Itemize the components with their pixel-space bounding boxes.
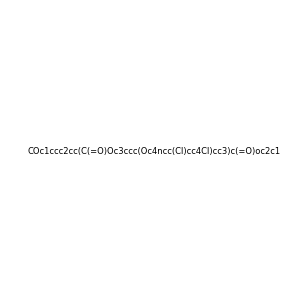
Text: COc1ccc2cc(C(=O)Oc3ccc(Oc4ncc(Cl)cc4Cl)cc3)c(=O)oc2c1: COc1ccc2cc(C(=O)Oc3ccc(Oc4ncc(Cl)cc4Cl)c… bbox=[27, 147, 280, 156]
